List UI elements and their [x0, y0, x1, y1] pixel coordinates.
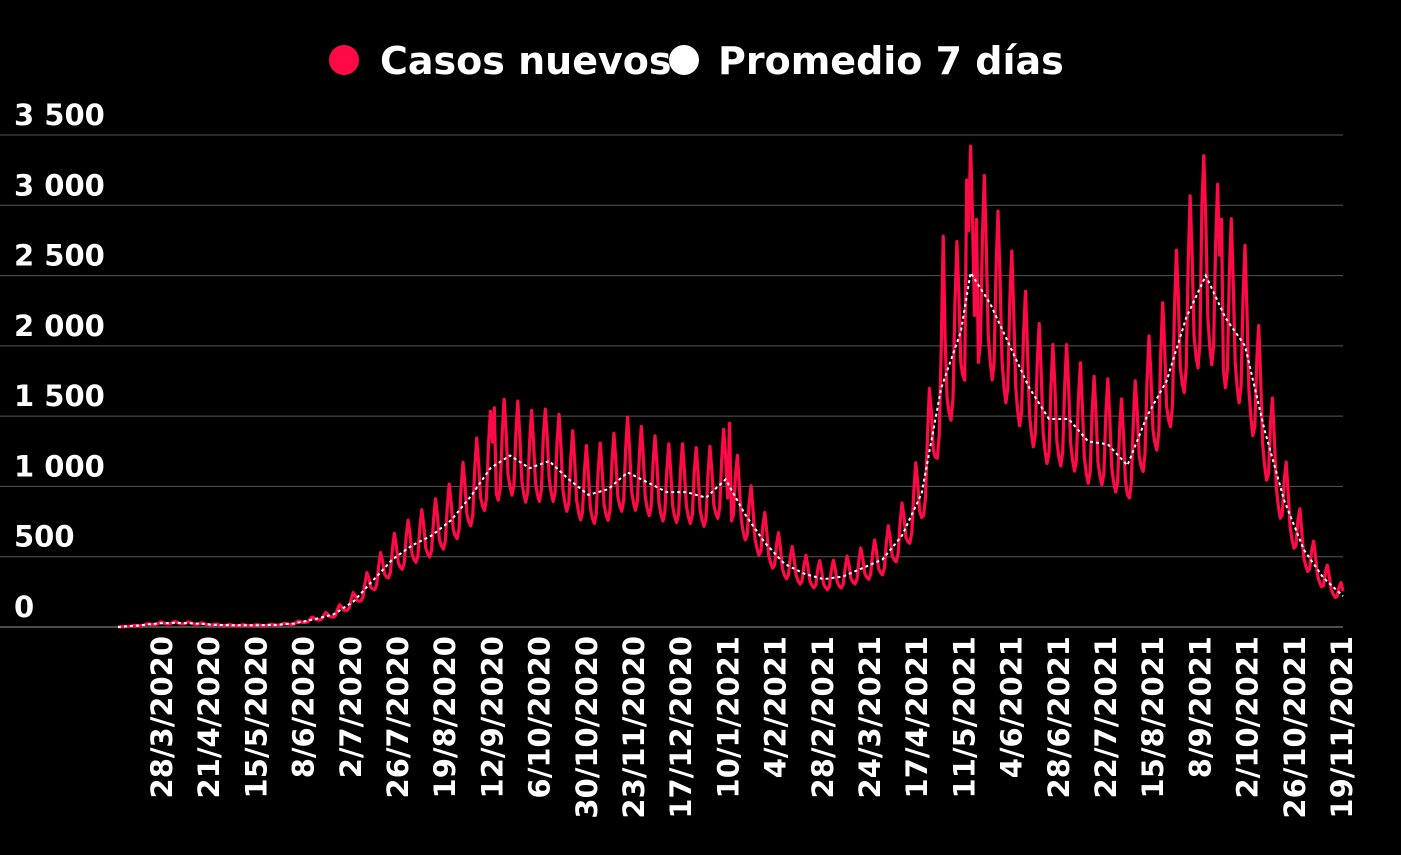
x-tick-label: 15/8/2021 — [1136, 636, 1170, 798]
y-tick-label: 0 — [14, 590, 34, 624]
x-tick-label: 17/4/2021 — [900, 636, 934, 798]
grid — [0, 134, 1343, 628]
series-layer — [117, 144, 1345, 629]
x-tick-label: 8/6/2020 — [287, 636, 321, 778]
x-tick-label: 2/10/2021 — [1231, 636, 1265, 798]
x-tick-label: 24/3/2021 — [853, 636, 887, 798]
x-tick-label: 30/10/2020 — [570, 636, 604, 819]
x-tick-label: 26/10/2021 — [1278, 636, 1312, 819]
x-tick-label: 19/8/2020 — [428, 636, 462, 798]
legend-swatch-promedio-7-dias — [669, 45, 699, 75]
y-tick-label: 1 000 — [14, 449, 105, 483]
series-line-promedio-7-dias — [117, 270, 1344, 628]
x-tick-label: 26/7/2020 — [381, 636, 415, 798]
y-axis: 0 500 1 000 1 500 2 000 2 500 3 000 3 500 — [14, 98, 105, 624]
series-line-casos-nuevos — [117, 144, 1345, 629]
legend-label-casos-nuevos: Casos nuevos — [380, 39, 671, 83]
x-tick-label: 4/6/2021 — [995, 636, 1029, 778]
y-tick-label: 2 000 — [14, 309, 105, 343]
x-tick-label: 8/9/2021 — [1183, 636, 1217, 778]
x-tick-label: 28/6/2021 — [1042, 636, 1076, 798]
x-tick-label: 28/3/2020 — [145, 636, 179, 798]
x-tick-label: 22/7/2021 — [1089, 636, 1123, 798]
x-tick-label: 21/4/2020 — [192, 636, 226, 798]
legend: Casos nuevos Promedio 7 días — [329, 39, 1064, 83]
x-tick-label: 17/12/2020 — [664, 636, 698, 819]
y-tick-label: 2 500 — [14, 239, 105, 273]
legend-swatch-casos-nuevos — [329, 45, 359, 75]
y-tick-label: 1 500 — [14, 379, 105, 413]
x-tick-label: 19/11/2021 — [1325, 636, 1359, 819]
x-tick-label: 23/11/2020 — [617, 636, 651, 819]
x-tick-label: 15/5/2020 — [239, 636, 273, 798]
y-tick-label: 500 — [14, 520, 75, 554]
x-tick-label: 2/7/2020 — [334, 636, 368, 778]
y-tick-label: 3 000 — [14, 168, 105, 202]
x-tick-label: 28/2/2021 — [806, 636, 840, 798]
x-tick-label: 12/9/2020 — [475, 636, 509, 798]
x-tick-label: 10/1/2021 — [711, 636, 745, 798]
legend-label-promedio-7-dias: Promedio 7 días — [718, 39, 1064, 83]
y-tick-label: 3 500 — [14, 98, 105, 132]
x-tick-label: 4/2/2021 — [759, 636, 793, 778]
x-axis: 28/3/2020 21/4/2020 15/5/2020 8/6/2020 2/7/2… — [145, 636, 1359, 819]
x-tick-label: 6/10/2020 — [523, 636, 557, 798]
x-tick-label: 11/5/2021 — [947, 636, 981, 798]
